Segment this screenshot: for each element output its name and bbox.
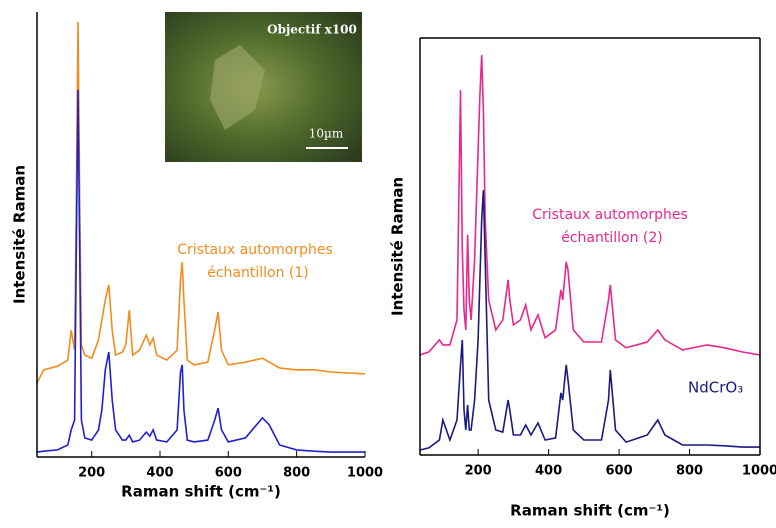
annotation: Cristaux automorphes <box>177 242 333 258</box>
spectrum-line <box>36 89 365 453</box>
x-tick-label: 200 <box>465 464 492 479</box>
series-label: NdCrO₃ <box>688 379 743 397</box>
annotation: Cristaux automorphes <box>532 207 688 223</box>
spectrum-line <box>419 55 761 356</box>
x-tick-label: 600 <box>605 464 632 479</box>
x-tick-label: 1000 <box>347 466 383 481</box>
crystal-shape <box>210 45 265 130</box>
inset-photo: Objectif x100 10µm <box>165 12 362 162</box>
x-tick-label: 800 <box>283 466 310 481</box>
x-tick-label: 600 <box>215 466 242 481</box>
inset-title: Objectif x100 <box>267 23 357 37</box>
inset-scale: 10µm <box>309 127 344 141</box>
x-tick-label: 400 <box>535 464 562 479</box>
annotation: échantillon (1) <box>207 265 309 281</box>
x-tick-label: 200 <box>78 466 105 481</box>
x-tick-label: 1000 <box>742 464 776 479</box>
inset-image <box>165 12 362 162</box>
x-axis-label: Raman shift (cm⁻¹) <box>510 502 670 520</box>
x-axis-label: Raman shift (cm⁻¹) <box>121 483 281 501</box>
spectrum-line <box>419 190 760 451</box>
y-axis-label: Intensité Raman <box>389 177 407 316</box>
x-tick-label: 800 <box>676 464 703 479</box>
y-axis-label: Intensité Raman <box>11 165 29 304</box>
x-tick-label: 400 <box>146 466 173 481</box>
annotation: échantillon (2) <box>561 230 663 246</box>
